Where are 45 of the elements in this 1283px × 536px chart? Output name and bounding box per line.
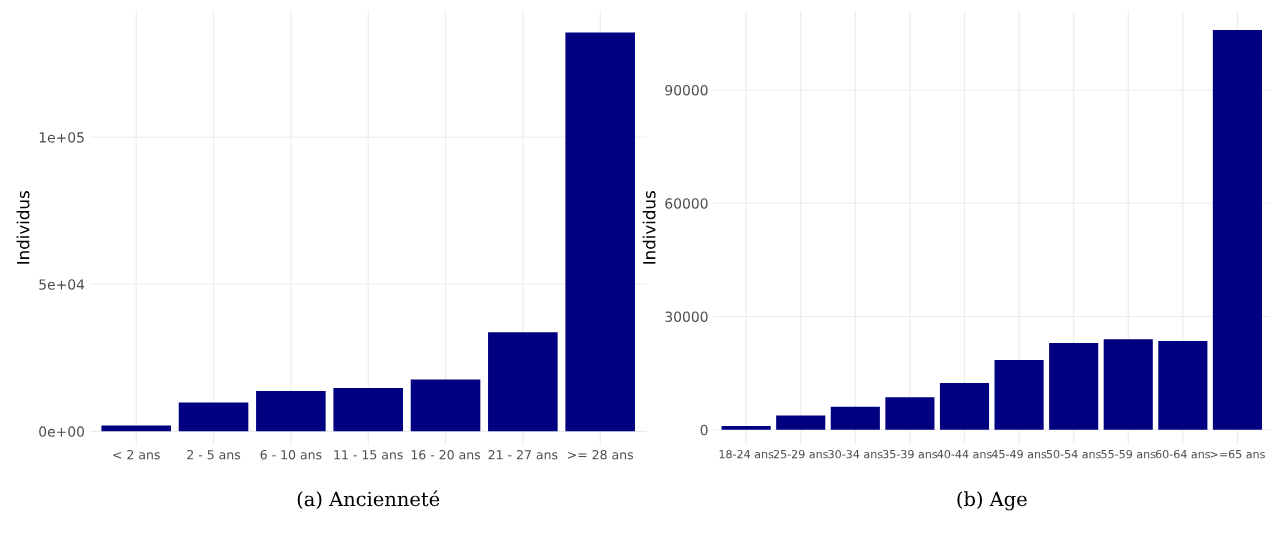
x-tick-label: 55-59 ans — [1101, 449, 1156, 459]
x-tick-label: 50-54 ans — [1046, 449, 1101, 459]
x-tick-label: < 2 ans — [113, 449, 160, 460]
x-tick-label: 18-24 ans — [719, 449, 774, 459]
y-tick-label: 60000 — [665, 198, 708, 209]
x-tick-label: 35-39 ans — [883, 449, 938, 459]
x-tick-label: 6 - 10 ans — [260, 449, 322, 460]
y-tick-label: 90000 — [665, 84, 708, 96]
bar — [1049, 342, 1099, 430]
bar — [101, 425, 172, 432]
bar — [721, 426, 771, 430]
bar — [939, 382, 990, 430]
x-tick-label: 21 - 27 ans — [488, 449, 558, 460]
bar — [1158, 341, 1208, 430]
y-axis-title: Individus — [16, 191, 30, 264]
bar — [776, 415, 826, 430]
bar — [1103, 339, 1153, 430]
x-tick-label: >=65 ans — [1210, 449, 1265, 459]
y-axis-title: Individus — [642, 191, 656, 264]
x-tick-label: 30-34 ans — [828, 449, 883, 459]
bar — [178, 402, 249, 432]
x-tick-label: 40-44 ans — [937, 449, 992, 459]
bar — [885, 397, 935, 430]
y-tick-label: 0e+00 — [39, 426, 85, 437]
text: (b) Age — [957, 491, 1027, 511]
y-tick-label: 0 — [700, 424, 708, 436]
bar — [488, 332, 558, 432]
y-tick-label: 30000 — [665, 311, 708, 322]
text: (a) Ancienneté — [297, 490, 440, 510]
x-tick-label: 16 - 20 ans — [411, 449, 481, 460]
bar — [565, 32, 635, 432]
bar — [410, 379, 481, 432]
x-tick-label: 45-49 ans — [991, 449, 1047, 459]
x-tick-label: 25-29 ans — [773, 449, 828, 459]
x-tick-label: 2 - 5 ans — [187, 449, 241, 460]
bar — [1212, 29, 1262, 430]
bar — [256, 391, 326, 432]
bar — [994, 359, 1044, 430]
x-tick-label: >= 28 ans — [568, 449, 634, 460]
bar — [830, 406, 880, 430]
y-tick-label: 1e+05 — [39, 132, 84, 143]
x-tick-label: 60-64 ans — [1155, 449, 1211, 459]
y-tick-label: 5e+04 — [39, 279, 85, 290]
x-tick-label: 11 - 15 ans — [334, 450, 403, 460]
bar — [333, 388, 403, 432]
